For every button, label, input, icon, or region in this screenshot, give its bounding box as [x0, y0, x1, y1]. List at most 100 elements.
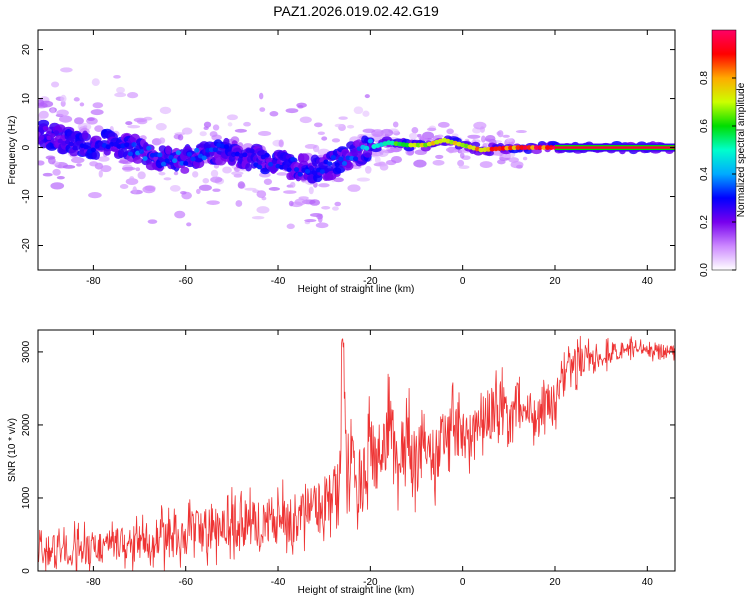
spectrogram-haze-blob [315, 222, 329, 229]
spectrogram-haze-blob [42, 172, 53, 177]
spectrogram-haze-blob [121, 166, 136, 171]
spectrogram-haze-blob [256, 190, 267, 198]
spectrogram-haze-blob [88, 192, 102, 199]
spectrogram-ridge-blob [138, 149, 144, 154]
spectrogram-haze-blob [38, 114, 43, 121]
spectrogram-ridge-blob [271, 159, 277, 165]
spectrogram-haze-blob [210, 169, 219, 178]
spectrogram-ridge-blob [208, 147, 215, 153]
spectrogram-haze-blob [299, 116, 312, 124]
spectrogram-ridge-blob [352, 156, 359, 162]
spectrogram-haze-blob [45, 155, 56, 160]
spectrogram-haze-blob [447, 146, 455, 154]
spectrogram-heatmap [38, 67, 675, 230]
spectrogram-ridge-blob [412, 142, 418, 148]
spectrogram-ridge-blob [157, 152, 163, 158]
spectrogram-haze-blob [364, 165, 372, 174]
spectrogram-ridge-blob [334, 162, 340, 168]
spectrogram-ridge-blob [68, 141, 74, 147]
spectrogram-haze-blob [73, 97, 80, 102]
spectrogram-ridge-blob [124, 142, 130, 148]
spectrogram-haze-blob [467, 134, 481, 139]
spectrogram-ridge-blob [279, 164, 285, 170]
spectrogram-haze-blob [256, 206, 270, 214]
spectrogram-band-blob [165, 145, 172, 155]
spectrogram-haze-blob [502, 134, 510, 138]
spectrogram-haze-blob [158, 171, 166, 176]
spectrogram-haze-blob [392, 121, 399, 128]
spectrogram-haze-blob [506, 138, 513, 143]
spectrogram-ridge-blob [526, 145, 532, 150]
spectrogram-haze-blob [479, 161, 493, 169]
spectrogram-haze-blob [251, 216, 265, 220]
spectrogram-haze-blob [119, 183, 129, 190]
spectrogram-haze-blob [522, 156, 528, 161]
spectrogram-haze-blob [89, 161, 99, 167]
spectrogram-haze-blob [480, 135, 486, 143]
spectrogram-ridge-blob [212, 147, 218, 153]
spectrogram-haze-blob [346, 124, 355, 129]
spectrogram-haze-blob [234, 128, 248, 133]
snr-panel: -80 -60 -40 -20 0 20 40 0 1000 2000 3000 Height o… [7, 329, 676, 596]
spectrogram-haze-blob [71, 157, 85, 164]
y-tick-label: 0 [21, 144, 32, 150]
spectrogram-ridge-blob [533, 145, 540, 150]
spectrogram-haze-blob [116, 86, 125, 94]
spectrogram-haze-blob [212, 188, 221, 192]
colorbar-tick-label: 0.4 [699, 167, 710, 181]
spectrogram-haze-blob [304, 219, 317, 223]
spectrogram-ridge-blob [330, 155, 337, 160]
spectrogram-haze-blob [136, 118, 148, 125]
spectrogram-haze-blob [321, 136, 328, 141]
x-tick-label: -20 [363, 577, 378, 588]
spectrogram-ridge-blob [419, 142, 425, 148]
spectrogram-haze-blob [362, 110, 370, 117]
x-tick-label: 20 [549, 577, 561, 588]
spectrogram-ridge-blob [105, 144, 111, 150]
spectrogram-ridge-blob [186, 151, 193, 157]
spectrogram-ridge-blob [53, 130, 60, 136]
spectrogram-haze-blob [304, 144, 317, 149]
spectrogram-haze-blob [56, 175, 65, 180]
x-tick-label: -80 [86, 276, 101, 287]
spectrogram-haze-blob [125, 121, 133, 126]
spectrogram-haze-blob [426, 127, 437, 132]
colorbar-ticks: 0.0 0.2 0.4 0.6 0.8 [699, 71, 736, 277]
spectrogram-haze-blob [98, 170, 103, 178]
spectrogram-haze-blob [258, 131, 272, 136]
spectrogram-haze-blob [263, 178, 273, 185]
spectrogram-haze-blob [227, 122, 233, 127]
spectrogram-ridge-blob [338, 156, 344, 162]
spectrogram-haze-blob [231, 171, 244, 176]
spectrogram-haze-blob [370, 150, 381, 158]
spectrogram-tail-core [554, 146, 675, 149]
spectrogram-haze-blob [206, 200, 220, 205]
spectrogram-haze-blob [38, 160, 45, 166]
spectrogram-ridge-blob [537, 145, 543, 150]
spectrogram-ridge-blob [500, 145, 506, 151]
x-tick-label: 20 [549, 276, 561, 287]
spectrogram-ridge-blob [530, 145, 536, 150]
spectrogram-haze-blob [202, 178, 210, 184]
x-tick-label: 0 [460, 276, 466, 287]
spectrogram-haze-blob [317, 131, 325, 135]
spectrogram-haze-blob [137, 171, 146, 180]
spectrogram-ridge-blob [175, 150, 181, 156]
spectrogram-haze-blob [387, 148, 399, 153]
spectrogram-haze-blob [125, 178, 139, 186]
spectrogram-ridge-blob [242, 152, 248, 158]
spectrogram-ridge-blob [160, 161, 167, 167]
spectrogram-y-label: Frequency (Hz) [7, 116, 18, 185]
spectrogram-haze-blob [173, 171, 179, 176]
spectrogram-haze-blob [269, 111, 279, 117]
x-tick-label: -40 [271, 577, 286, 588]
spectrogram-ridge-blob [146, 145, 152, 151]
spectrogram-haze-blob [91, 78, 100, 87]
spectrogram-haze-blob [212, 124, 220, 131]
spectrogram-ridge-blob [46, 135, 52, 141]
spectrogram-haze-blob [237, 181, 245, 189]
spectrogram-ridge-blob [304, 168, 311, 174]
x-tick-label: -80 [86, 577, 101, 588]
spectrogram-ridge-blob [249, 148, 255, 154]
spectrogram-band-blob [484, 150, 494, 157]
